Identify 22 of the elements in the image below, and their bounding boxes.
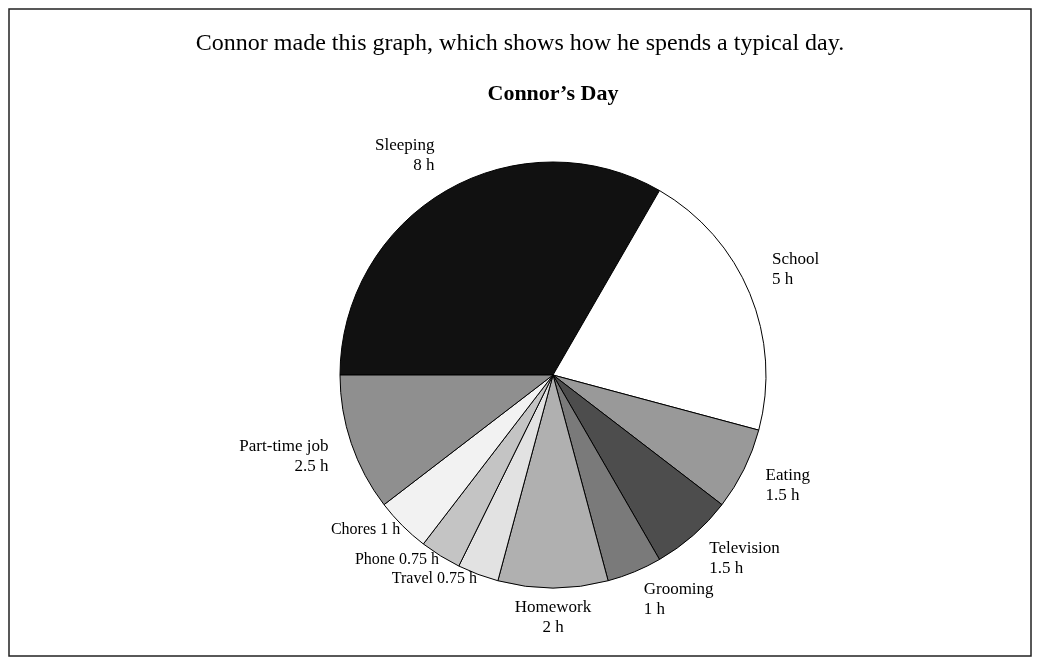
text: Connor made this graph, which shows how he spends a typical day.: [195, 29, 845, 55]
data-label: 5 h: [771, 269, 794, 289]
slice-label: Chores: [330, 519, 377, 537]
data-label: 1 h: [380, 519, 401, 537]
slice-label: Grooming: [643, 578, 715, 598]
data-label: 1.5 h: [709, 558, 744, 578]
slice-label: Phone: [354, 550, 395, 568]
data-label: 0.75 h: [398, 550, 439, 568]
data-label: 2.5 h: [294, 456, 330, 476]
slice-label: Eating: [765, 464, 811, 484]
slice-label: Television: [709, 538, 781, 558]
data-label: 8 h: [413, 154, 435, 174]
data-label: 0.75 h: [436, 569, 477, 587]
slice-label: Homework: [514, 597, 592, 616]
slice-label: Travel: [391, 569, 433, 587]
data-label: 1 h: [643, 598, 666, 618]
data-label: 2 h: [542, 617, 565, 636]
slice-label: Sleeping: [375, 134, 435, 154]
slice-label: School: [771, 249, 820, 269]
chart-title: Connor’s Day: [487, 80, 619, 105]
data-label: 1.5 h: [765, 484, 801, 504]
slice-label: Part-time job: [239, 436, 329, 456]
